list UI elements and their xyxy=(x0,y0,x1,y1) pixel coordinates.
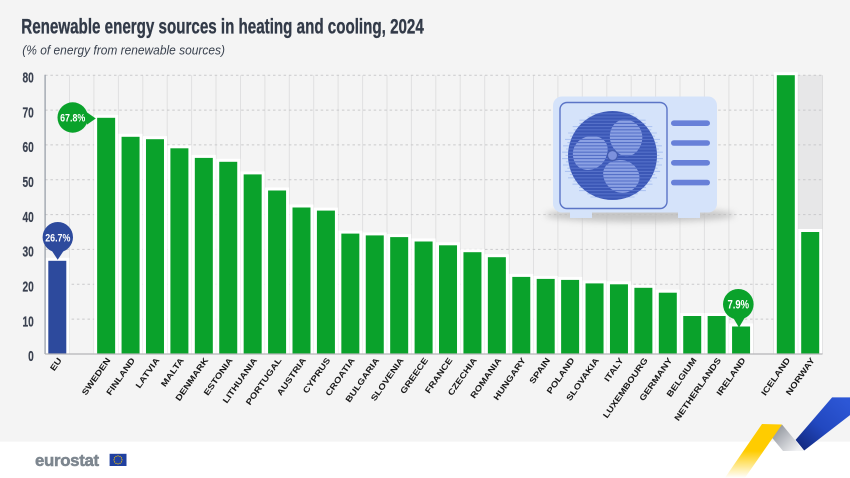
svg-text:7.9%: 7.9% xyxy=(727,299,749,312)
svg-text:50: 50 xyxy=(22,173,33,191)
svg-text:67.8%: 67.8% xyxy=(60,113,85,125)
svg-text:26.7%: 26.7% xyxy=(45,232,70,244)
svg-text:20: 20 xyxy=(22,277,33,295)
svg-text:0: 0 xyxy=(28,347,34,365)
svg-text:30: 30 xyxy=(22,243,33,261)
svg-text:eurostat: eurostat xyxy=(35,451,100,470)
svg-text:40: 40 xyxy=(22,208,33,226)
svg-text:70: 70 xyxy=(22,103,33,121)
svg-text:80: 80 xyxy=(22,68,33,86)
svg-text:(% of energy from renewable so: (% of energy from renewable sources) xyxy=(22,43,225,58)
svg-text:10: 10 xyxy=(22,312,33,330)
svg-text:60: 60 xyxy=(22,138,33,156)
svg-text:Renewable energy sources in he: Renewable energy sources in heating and … xyxy=(21,14,424,38)
